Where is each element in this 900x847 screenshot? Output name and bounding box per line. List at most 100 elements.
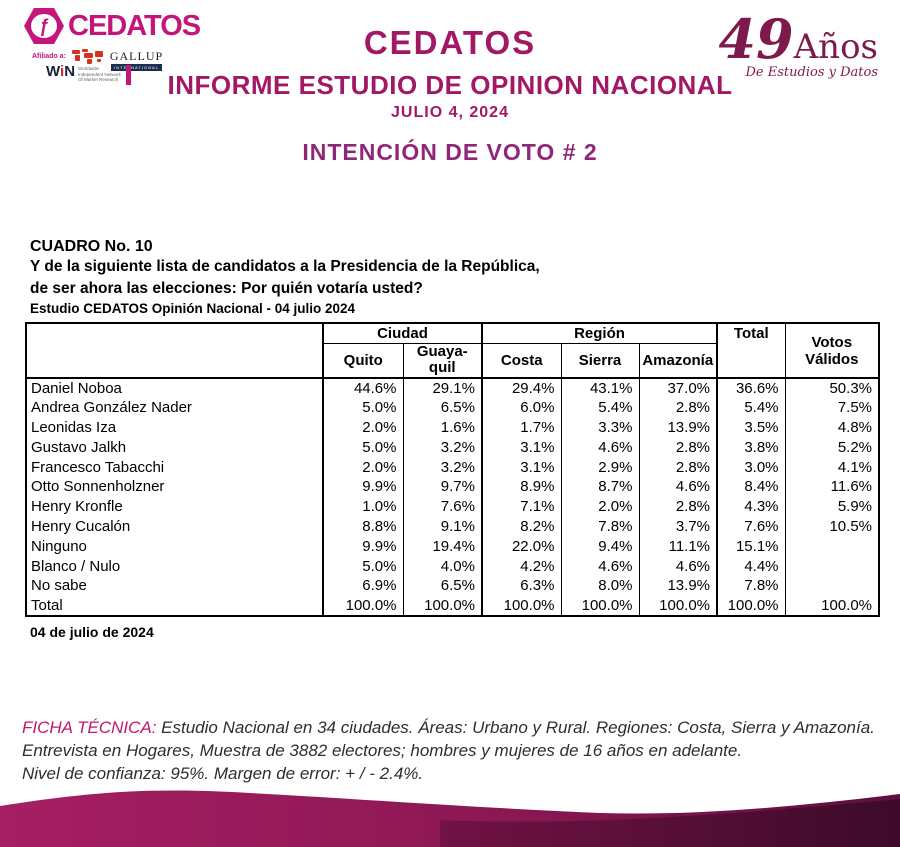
value-cell: 4.6% xyxy=(638,556,718,576)
anniversary-word: Años xyxy=(793,27,878,67)
value-cell: 43.1% xyxy=(560,378,639,398)
value-cell: 4.0% xyxy=(402,556,482,576)
candidate-name-cell: Total xyxy=(31,596,63,614)
value-cell: 3.7% xyxy=(638,516,718,537)
column-header-guayaquil: Guaya- quil xyxy=(402,343,482,379)
value-cell: 7.6% xyxy=(402,496,482,517)
value-cell: 8.9% xyxy=(481,476,561,497)
group-header-ciudad: Ciudad xyxy=(322,323,482,344)
value-cell: 19.4% xyxy=(402,536,482,557)
title-block: CEDATOS INFORME ESTUDIO DE OPINION NACIO… xyxy=(0,0,900,166)
value-cell: 3.1% xyxy=(481,437,561,458)
value-cell: 36.6% xyxy=(716,378,786,398)
value-cell: 5.4% xyxy=(716,397,786,418)
anniversary-badge: 49 Años De Estudios y Datos xyxy=(718,12,879,80)
value-cell: 2.0% xyxy=(322,417,403,438)
table-row: Leonidas Iza 2.0% 1.6% 1.7% 3.3% 13.9% 3.5% 4.8… xyxy=(26,417,880,438)
value-cell xyxy=(784,536,880,557)
gallup-international-label: INTERNATIONAL xyxy=(111,64,162,71)
value-cell: 100.0% xyxy=(638,595,718,616)
table-footer-date: 04 de julio de 2024 xyxy=(30,623,154,640)
value-cell: 4.8% xyxy=(784,417,880,438)
column-header-votos-validos: Votos Válidos xyxy=(784,323,880,379)
value-cell: 3.3% xyxy=(560,417,639,438)
ficha-line-1: FICHA TÉCNICA: Estudio Nacional en 34 ci… xyxy=(22,718,875,737)
accent-bar xyxy=(125,65,131,85)
value-cell: 1.6% xyxy=(402,417,482,438)
value-cell: 9.7% xyxy=(402,476,482,497)
value-cell: 13.9% xyxy=(638,575,718,596)
value-cell: 9.9% xyxy=(322,536,403,557)
value-cell: 4.3% xyxy=(716,496,786,517)
value-cell: 2.0% xyxy=(322,457,403,477)
value-cell: 9.4% xyxy=(560,536,639,557)
logo-glyph: ƒ xyxy=(31,14,57,38)
value-cell: 3.2% xyxy=(402,437,482,458)
table-row: Ninguno 9.9% 19.4% 22.0% 9.4% 11.1% 15.1% xyxy=(26,536,880,557)
candidate-name-cell: Henry Kronfle xyxy=(31,498,123,516)
gallup-label: GALLUP xyxy=(109,49,164,63)
ficha-line-3: Nivel de confianza: 95%. Margen de error… xyxy=(22,764,424,783)
table-row: Gustavo Jalkh 5.0% 3.2% 3.1% 4.6% 2.8% 3.8% 5.2… xyxy=(26,437,880,458)
value-cell: 2.0% xyxy=(560,496,639,517)
value-cell: 2.9% xyxy=(560,457,639,477)
value-cell: 2.8% xyxy=(638,397,718,418)
table-row: Daniel Noboa 44.6% 29.1% 29.4% 43.1% 37.0% 36.… xyxy=(26,378,880,398)
value-cell: 100.0% xyxy=(784,595,880,616)
value-cell: 100.0% xyxy=(402,595,482,616)
column-header-amazonia: Amazonía xyxy=(638,343,718,379)
value-cell: 7.1% xyxy=(481,496,561,517)
win-label: WiN xyxy=(46,63,76,80)
value-cell: 100.0% xyxy=(322,595,403,616)
value-cell: 8.7% xyxy=(560,476,639,497)
value-cell: 5.0% xyxy=(322,556,403,576)
anniversary-tagline: De Estudios y Datos xyxy=(745,65,879,80)
candidate-name-cell: No sabe xyxy=(31,577,87,595)
value-cell xyxy=(784,575,880,596)
value-cell: 3.8% xyxy=(716,437,786,458)
value-cell: 3.1% xyxy=(481,457,561,477)
table-row: Otto Sonnenholzner 9.9% 9.7% 8.9% 8.7% 4.6% 8.… xyxy=(26,476,880,497)
value-cell: 4.6% xyxy=(560,437,639,458)
value-cell: 7.5% xyxy=(784,397,880,418)
value-cell: 100.0% xyxy=(481,595,561,616)
value-cell: 13.9% xyxy=(638,417,718,438)
table-row: Henry Cucalón 8.8% 9.1% 8.2% 7.8% 3.7% 7.6% 10.… xyxy=(26,516,880,537)
value-cell: 2.8% xyxy=(638,437,718,458)
value-cell: 44.6% xyxy=(322,378,403,398)
value-cell: 9.1% xyxy=(402,516,482,537)
table-row: Francesco Tabacchi 2.0% 3.2% 3.1% 2.9% 2.8% 3.… xyxy=(26,457,880,477)
column-header-sierra: Sierra xyxy=(560,343,639,379)
value-cell: 4.2% xyxy=(481,556,561,576)
column-header-quito: Quito xyxy=(322,343,403,379)
candidate-name-cell: Francesco Tabacchi xyxy=(31,458,165,476)
page-title: CEDATOS xyxy=(363,24,537,61)
table-row: Blanco / Nulo 5.0% 4.0% 4.2% 4.6% 4.6% 4.4% xyxy=(26,556,880,576)
value-cell xyxy=(784,556,880,576)
cedatos-logo: ƒ CEDATOS Afiliado a: GALLUP INTERNATIO xyxy=(24,8,214,85)
ficha-line-2: Entrevista en Hogares, Muestra de 3882 e… xyxy=(22,741,743,760)
table-row: Total 100.0% 100.0% 100.0% 100.0% 100.0% 100.0… xyxy=(26,595,880,616)
value-cell: 3.2% xyxy=(402,457,482,477)
candidate-name-cell: Blanco / Nulo xyxy=(31,557,121,575)
cuadro-section: CUADRO No. 10 Y de la siguiente lista de… xyxy=(30,238,900,316)
value-cell: 10.5% xyxy=(784,516,880,537)
value-cell: 6.5% xyxy=(402,575,482,596)
value-cell: 15.1% xyxy=(716,536,786,557)
ficha-tecnica: FICHA TÉCNICA: Estudio Nacional en 34 ci… xyxy=(22,716,892,785)
section-title: INTENCIÓN DE VOTO # 2 xyxy=(302,139,598,165)
candidate-name-cell: Ninguno xyxy=(31,537,87,555)
value-cell: 8.2% xyxy=(481,516,561,537)
brand-wordmark: CEDATOS xyxy=(68,9,201,42)
value-cell: 100.0% xyxy=(716,595,786,616)
value-cell: 1.7% xyxy=(481,417,561,438)
value-cell: 11.1% xyxy=(638,536,718,557)
value-cell: 1.0% xyxy=(322,496,403,517)
value-cell: 6.3% xyxy=(481,575,561,596)
candidate-name-cell: Andrea González Nader xyxy=(31,399,192,417)
candidate-name-cell: Leonidas Iza xyxy=(31,418,117,436)
value-cell: 7.8% xyxy=(560,516,639,537)
gallup-logo: GALLUP INTERNATIONAL xyxy=(110,49,163,71)
value-cell: 11.6% xyxy=(784,476,880,497)
value-cell: 3.0% xyxy=(716,457,786,477)
